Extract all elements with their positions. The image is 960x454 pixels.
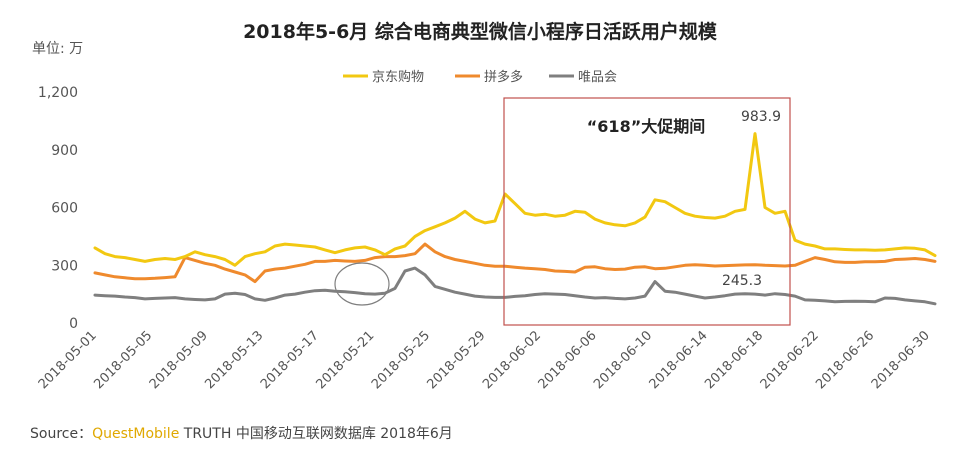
series-line-vip — [93, 266, 937, 306]
x-tick-label: 2018-05-01 — [36, 328, 100, 392]
series-line-pdd — [93, 242, 937, 284]
legend-item-pdd[interactable]: 拼多多 — [455, 69, 523, 85]
x-tick-label: 2018-06-06 — [536, 328, 600, 392]
legend-label-jd: 京东购物 — [372, 69, 424, 85]
source-brand: QuestMobile — [92, 426, 180, 442]
y-axis: 0 300 600 900 1,200 — [38, 85, 78, 332]
x-tick-label: 2018-05-13 — [202, 328, 266, 392]
x-tick-label: 2018-06-22 — [758, 328, 822, 392]
promo-period-box — [503, 97, 791, 326]
x-tick-label: 2018-06-02 — [480, 328, 544, 392]
x-tick-label: 2018-06-26 — [813, 328, 877, 392]
y-tick-label: 300 — [51, 258, 78, 274]
legend-label-pdd: 拼多多 — [484, 69, 523, 85]
peak-value-label: 983.9 — [741, 109, 781, 125]
x-tick-label: 2018-05-25 — [369, 328, 433, 392]
legend-item-vip[interactable]: 唯品会 — [549, 70, 617, 85]
x-tick-label: 2018-05-29 — [425, 328, 489, 392]
legend-item-jd[interactable]: 京东购物 — [343, 69, 424, 85]
source-prefix: Source： — [30, 426, 93, 442]
highlight-ellipse — [334, 262, 390, 306]
y-tick-label: 900 — [51, 143, 78, 159]
x-tick-label: 2018-05-21 — [313, 328, 377, 392]
x-tick-label: 2018-06-30 — [869, 328, 933, 392]
source-note: Source：QuestMobile TRUTH 中国移动互联网数据库 2018… — [30, 423, 453, 443]
y-tick-label: 1,200 — [38, 85, 78, 101]
series-layer — [93, 132, 937, 306]
legend-label-vip: 唯品会 — [578, 70, 617, 85]
x-axis: 2018-05-012018-05-052018-05-092018-05-13… — [36, 328, 933, 392]
x-tick-label: 2018-05-09 — [147, 328, 211, 392]
x-tick-label: 2018-06-18 — [702, 328, 766, 392]
promo-period-label: “618”大促期间 — [587, 117, 705, 136]
x-tick-label: 2018-05-05 — [91, 328, 155, 392]
y-tick-label: 600 — [51, 201, 78, 217]
series-line-jd — [93, 132, 937, 267]
legend: 京东购物 拼多多 唯品会 — [343, 69, 617, 85]
y-tick-label: 0 — [69, 316, 78, 332]
x-tick-label: 2018-06-14 — [647, 328, 711, 392]
chart-title: 2018年5-6月 综合电商典型微信小程序日活跃用户规模 — [243, 20, 718, 43]
y-axis-unit: 单位: 万 — [32, 41, 83, 57]
source-rest: TRUTH 中国移动互联网数据库 2018年6月 — [179, 426, 453, 442]
x-tick-label: 2018-06-10 — [591, 328, 655, 392]
x-tick-label: 2018-05-17 — [258, 328, 322, 392]
vip-value-label: 245.3 — [722, 273, 762, 289]
